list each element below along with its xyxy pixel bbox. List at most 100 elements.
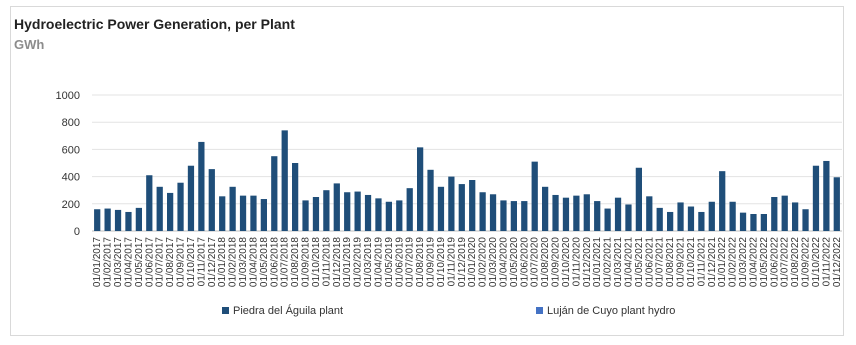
x-tick-label: 01/01/2018 xyxy=(217,237,228,287)
bar xyxy=(583,194,590,231)
bar xyxy=(521,201,528,231)
x-axis: 01/01/2017 01/02/2017 01/03/2017 01/04/2017… xyxy=(92,237,843,287)
x-tick-label: 01/11/2017 xyxy=(196,237,207,287)
x-tick-label: 01/12/2021 xyxy=(707,237,718,287)
x-tick-label: 01/03/2019 xyxy=(363,237,374,287)
bar xyxy=(677,202,684,231)
bar xyxy=(354,191,361,231)
bar xyxy=(729,201,736,231)
bar xyxy=(479,192,486,231)
x-tick-label: 01/06/2021 xyxy=(644,237,655,287)
chart-frame xyxy=(10,6,844,336)
x-tick-label: 01/03/2021 xyxy=(613,237,624,287)
x-tick-label: 01/06/2017 xyxy=(144,237,155,287)
bar xyxy=(823,160,830,231)
bar xyxy=(750,214,757,231)
x-tick-label: 01/02/2018 xyxy=(228,237,239,287)
x-tick-label: 01/01/2019 xyxy=(342,237,353,287)
x-tick-label: 01/05/2020 xyxy=(509,237,520,287)
x-tick-label: 01/05/2022 xyxy=(759,237,770,287)
x-tick-label: 01/11/2019 xyxy=(446,237,457,287)
bar xyxy=(531,161,538,231)
bar xyxy=(417,147,424,231)
bar xyxy=(114,209,122,231)
y-tick-label: 200 xyxy=(62,199,80,211)
x-tick-label: 01/07/2021 xyxy=(655,237,666,287)
bar xyxy=(271,156,278,231)
x-tick-label: 01/04/2022 xyxy=(748,237,759,287)
bar xyxy=(687,206,695,231)
bar xyxy=(614,197,622,231)
legend-label: Luján de Cuyo plant hydro xyxy=(547,305,675,317)
bar xyxy=(500,200,507,231)
bar xyxy=(198,141,205,231)
x-tick-label: 01/04/2017 xyxy=(123,237,134,287)
x-tick-label: 01/11/2021 xyxy=(696,237,707,287)
bar xyxy=(604,208,611,231)
x-tick-label: 01/03/2017 xyxy=(113,237,124,287)
x-tick-label: 01/10/2018 xyxy=(311,237,322,287)
bar xyxy=(573,195,580,231)
bar xyxy=(333,183,340,231)
y-tick-label: 0 xyxy=(74,226,80,238)
bar xyxy=(135,207,142,231)
x-tick-label: 01/02/2022 xyxy=(728,237,739,287)
bar xyxy=(396,200,403,231)
y-tick-label: 400 xyxy=(62,172,80,184)
bar xyxy=(771,197,778,231)
bar xyxy=(239,195,247,231)
x-tick-label: 01/04/2019 xyxy=(373,237,384,287)
bar xyxy=(833,177,840,231)
x-tick-label: 01/10/2021 xyxy=(686,237,697,287)
y-axis: 0 200 400 600 800 1000 xyxy=(56,90,80,238)
x-tick-label: 01/10/2019 xyxy=(436,237,447,287)
x-tick-label: 01/12/2018 xyxy=(332,237,343,287)
bar xyxy=(635,167,642,231)
x-tick-label: 01/05/2021 xyxy=(634,237,645,287)
bar xyxy=(719,171,726,231)
x-tick-label: 01/07/2019 xyxy=(405,237,416,287)
bar xyxy=(364,194,372,231)
x-tick-label: 01/08/2020 xyxy=(540,237,551,287)
bar xyxy=(177,182,184,231)
x-tick-label: 01/02/2017 xyxy=(103,237,114,287)
x-tick-label: 01/10/2020 xyxy=(561,237,572,287)
bar xyxy=(792,202,799,231)
x-tick-label: 01/03/2020 xyxy=(488,237,499,287)
x-tick-label: 01/04/2020 xyxy=(498,237,509,287)
bar xyxy=(646,196,653,231)
x-tick-label: 01/07/2022 xyxy=(780,237,791,287)
bar xyxy=(375,198,382,231)
bar xyxy=(698,211,705,231)
y-tick-label: 1000 xyxy=(56,90,80,102)
bar xyxy=(656,207,663,231)
bar xyxy=(208,169,215,231)
bar xyxy=(104,208,111,231)
x-tick-label: 01/09/2019 xyxy=(426,237,437,287)
bar xyxy=(708,201,715,231)
gridlines xyxy=(92,94,842,232)
x-tick-label: 01/10/2017 xyxy=(186,237,197,287)
x-tick-label: 01/12/2019 xyxy=(457,237,468,287)
x-tick-label: 01/04/2018 xyxy=(248,237,259,287)
x-tick-label: 01/09/2020 xyxy=(551,237,562,287)
bar xyxy=(458,184,465,231)
bar xyxy=(167,192,174,231)
y-tick-label: 600 xyxy=(62,144,80,156)
bar xyxy=(323,190,330,231)
bar xyxy=(802,209,809,231)
x-tick-label: 01/09/2017 xyxy=(176,237,187,287)
x-tick-label: 01/02/2020 xyxy=(478,237,489,287)
legend: Piedra del Águila plant Luján de Cuyo pla… xyxy=(222,304,675,317)
bar xyxy=(552,194,559,231)
bar xyxy=(281,130,288,231)
x-tick-label: 01/07/2020 xyxy=(530,237,541,287)
bar xyxy=(427,169,434,231)
y-tick-label: 800 xyxy=(62,117,80,129)
x-tick-label: 01/05/2019 xyxy=(384,237,395,287)
bar xyxy=(344,192,351,231)
x-tick-label: 01/08/2018 xyxy=(290,237,301,287)
x-tick-label: 01/05/2017 xyxy=(134,237,145,287)
x-tick-label: 01/11/2022 xyxy=(821,237,832,287)
x-tick-label: 01/09/2018 xyxy=(301,237,312,287)
